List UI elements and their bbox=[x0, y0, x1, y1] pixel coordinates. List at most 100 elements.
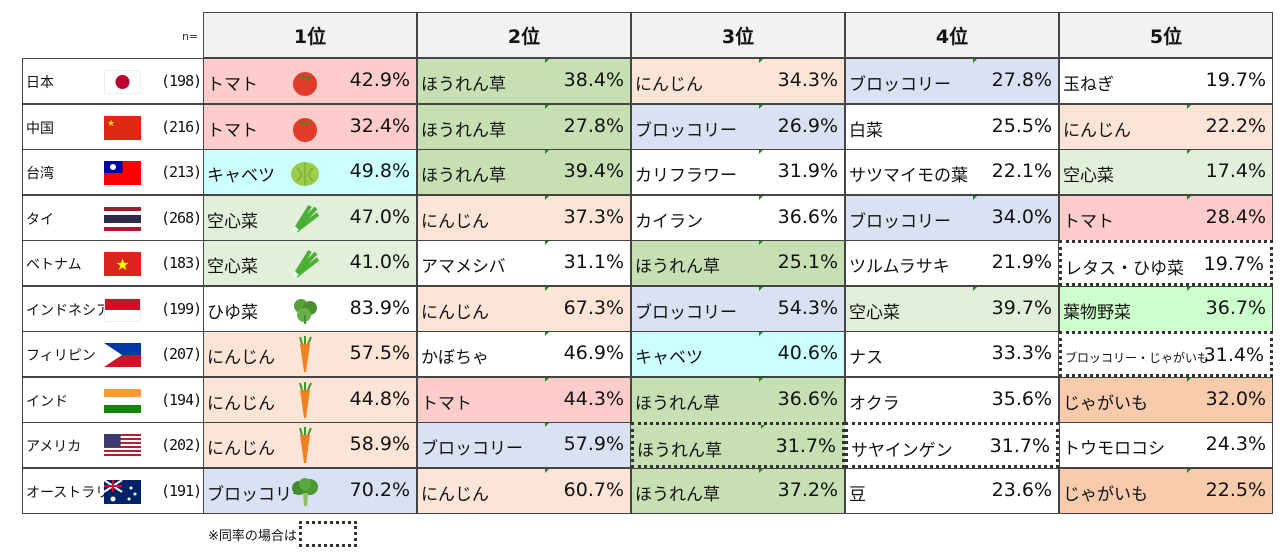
comment-marker-icon bbox=[545, 468, 549, 473]
comment-marker-icon bbox=[973, 195, 977, 200]
vegetable-name: ほうれん草 bbox=[637, 441, 722, 461]
percentage: 36.6% bbox=[777, 205, 838, 228]
country-cell: フィリピン (207) bbox=[22, 331, 203, 377]
country-cell: ベトナム ★ (183) bbox=[22, 240, 203, 286]
rank-4-cell: ブロッコリー 34.0% bbox=[845, 194, 1059, 241]
table-row: タイ (268) 空心菜 47.0% にんじん 37.3% カイラン 36.6% ブロッコリー 3… bbox=[22, 194, 1273, 241]
rank-3-cell: ブロッコリー 26.9% bbox=[631, 103, 845, 150]
rank-1-cell: 空心菜 47.0% bbox=[203, 194, 417, 241]
percentage: 22.1% bbox=[991, 160, 1052, 182]
rank-2-cell: ほうれん草 27.8% bbox=[417, 103, 631, 150]
flag-th-icon bbox=[104, 206, 141, 231]
percentage: 42.9% bbox=[349, 69, 410, 91]
footnote-text: ※同率の場合は bbox=[208, 528, 297, 544]
country-name: インド bbox=[26, 393, 68, 410]
vegetable-name: ブロッコリー bbox=[849, 75, 951, 95]
percentage: 37.3% bbox=[563, 205, 624, 228]
sample-size: (268) bbox=[161, 208, 202, 227]
percentage: 25.1% bbox=[777, 251, 838, 273]
svg-text:★: ★ bbox=[107, 119, 115, 129]
cabbage-icon bbox=[290, 158, 320, 188]
sample-size: (207) bbox=[161, 345, 202, 363]
country-name: 台湾 bbox=[26, 166, 54, 182]
rank-3-cell: カリフラワー 31.9% bbox=[631, 149, 845, 195]
percentage: 31.7% bbox=[775, 435, 836, 457]
rank-4-cell: ツルムラサキ 21.9% bbox=[845, 240, 1059, 286]
comment-marker-icon bbox=[1187, 468, 1191, 473]
percentage: 19.7% bbox=[1203, 253, 1264, 275]
vegetable-name: ブロッコリー・じゃがいも bbox=[1065, 351, 1210, 365]
percentage: 32.4% bbox=[349, 114, 410, 137]
percentage: 83.9% bbox=[349, 296, 410, 319]
rank-4-cell: 空心菜 39.7% bbox=[845, 285, 1059, 332]
sample-size: (198) bbox=[161, 72, 202, 90]
vegetable-name: ほうれん草 bbox=[635, 257, 720, 277]
percentage: 46.9% bbox=[563, 342, 624, 364]
flag-tw-icon bbox=[104, 161, 141, 185]
rank-4-cell: ナス 33.3% bbox=[845, 331, 1059, 377]
comment-marker-icon bbox=[973, 59, 977, 63]
vegetable-name: ほうれん草 bbox=[421, 166, 506, 186]
rank-2-cell: ほうれん草 38.4% bbox=[417, 58, 631, 104]
carrot-icon bbox=[290, 381, 320, 418]
sample-size: (194) bbox=[161, 390, 202, 409]
vegetable-name: じゃがいも bbox=[1063, 393, 1148, 414]
comment-marker-icon bbox=[761, 425, 765, 429]
rank-2-cell: にんじん 60.7% bbox=[417, 467, 631, 514]
percentage: 23.6% bbox=[991, 478, 1052, 501]
comment-marker-icon bbox=[759, 332, 763, 336]
comment-marker-icon bbox=[545, 150, 549, 154]
country-name: フィリピン bbox=[26, 348, 96, 364]
percentage: 32.0% bbox=[1205, 387, 1266, 410]
country-cell: オーストラリア (191) bbox=[22, 467, 203, 514]
rank-header-4: 4位 bbox=[845, 12, 1059, 58]
sample-size: (213) bbox=[161, 163, 202, 181]
rank-4-cell: オクラ 35.6% bbox=[845, 376, 1059, 423]
comment-marker-icon bbox=[973, 286, 977, 291]
percentage: 44.3% bbox=[563, 387, 624, 410]
vegetable-name: 豆 bbox=[849, 484, 866, 505]
rank-5-cell: にんじん 22.2% bbox=[1059, 103, 1273, 150]
table-row: アメリカ (202) にんじん 58.9% ブロッコリー 57.9% ほうれん草 31.7% サ… bbox=[22, 422, 1273, 468]
svg-text:★: ★ bbox=[115, 255, 129, 274]
rank-3-cell: ほうれん草 31.7% bbox=[631, 422, 845, 468]
comment-marker-icon bbox=[759, 241, 763, 245]
comment-marker-icon bbox=[1187, 195, 1191, 200]
rank-3-cell: キャベツ 40.6% bbox=[631, 331, 845, 377]
comment-marker-icon bbox=[545, 423, 549, 427]
comment-marker-icon bbox=[1187, 150, 1191, 154]
vegetable-name: にんじん bbox=[207, 348, 275, 368]
percentage: 34.3% bbox=[777, 69, 838, 91]
rank-2-cell: アマメシバ 31.1% bbox=[417, 240, 631, 286]
comment-marker-icon bbox=[759, 150, 763, 154]
country-name: 中国 bbox=[26, 120, 54, 137]
rank-4-cell: 白菜 25.5% bbox=[845, 103, 1059, 150]
vegetable-name: ツルムラサキ bbox=[849, 257, 950, 277]
percentage: 22.5% bbox=[1205, 478, 1266, 501]
rank-1-cell: トマト 32.4% bbox=[203, 103, 417, 150]
vegetable-name: トウモロコシ bbox=[1063, 439, 1165, 459]
rank-3-cell: ブロッコリー 54.3% bbox=[631, 285, 845, 332]
vegetable-name: にんじん bbox=[421, 302, 489, 323]
rank-5-cell: レタス・ひゆ菜 19.7% bbox=[1059, 240, 1273, 286]
rank-1-cell: トマト 42.9% bbox=[203, 58, 417, 104]
sample-size: (191) bbox=[161, 481, 202, 500]
percentage: 40.6% bbox=[777, 342, 838, 364]
vegetable-name: トマト bbox=[207, 120, 258, 141]
amaranth-icon bbox=[290, 295, 320, 325]
percentage: 17.4% bbox=[1205, 160, 1266, 182]
table-row: フィリピン (207) にんじん 57.5% かぼちゃ 46.9% キャベツ 40.6% ナス 3… bbox=[22, 331, 1273, 377]
percentage: 57.9% bbox=[563, 433, 624, 455]
rank-3-cell: ほうれん草 25.1% bbox=[631, 240, 845, 286]
percentage: 35.6% bbox=[991, 387, 1052, 410]
vegetable-name: カイラン bbox=[635, 211, 703, 232]
percentage: 36.6% bbox=[777, 387, 838, 410]
flag-id-icon bbox=[104, 297, 141, 322]
percentage: 34.0% bbox=[991, 205, 1052, 228]
rank-4-cell: 豆 23.6% bbox=[845, 467, 1059, 514]
rank-header-3: 3位 bbox=[631, 12, 845, 58]
percentage: 57.5% bbox=[349, 342, 410, 364]
rank-5-cell: 空心菜 17.4% bbox=[1059, 149, 1273, 195]
rank-5-cell: じゃがいも 22.5% bbox=[1059, 467, 1273, 514]
vegetable-name: にんじん bbox=[421, 211, 489, 232]
